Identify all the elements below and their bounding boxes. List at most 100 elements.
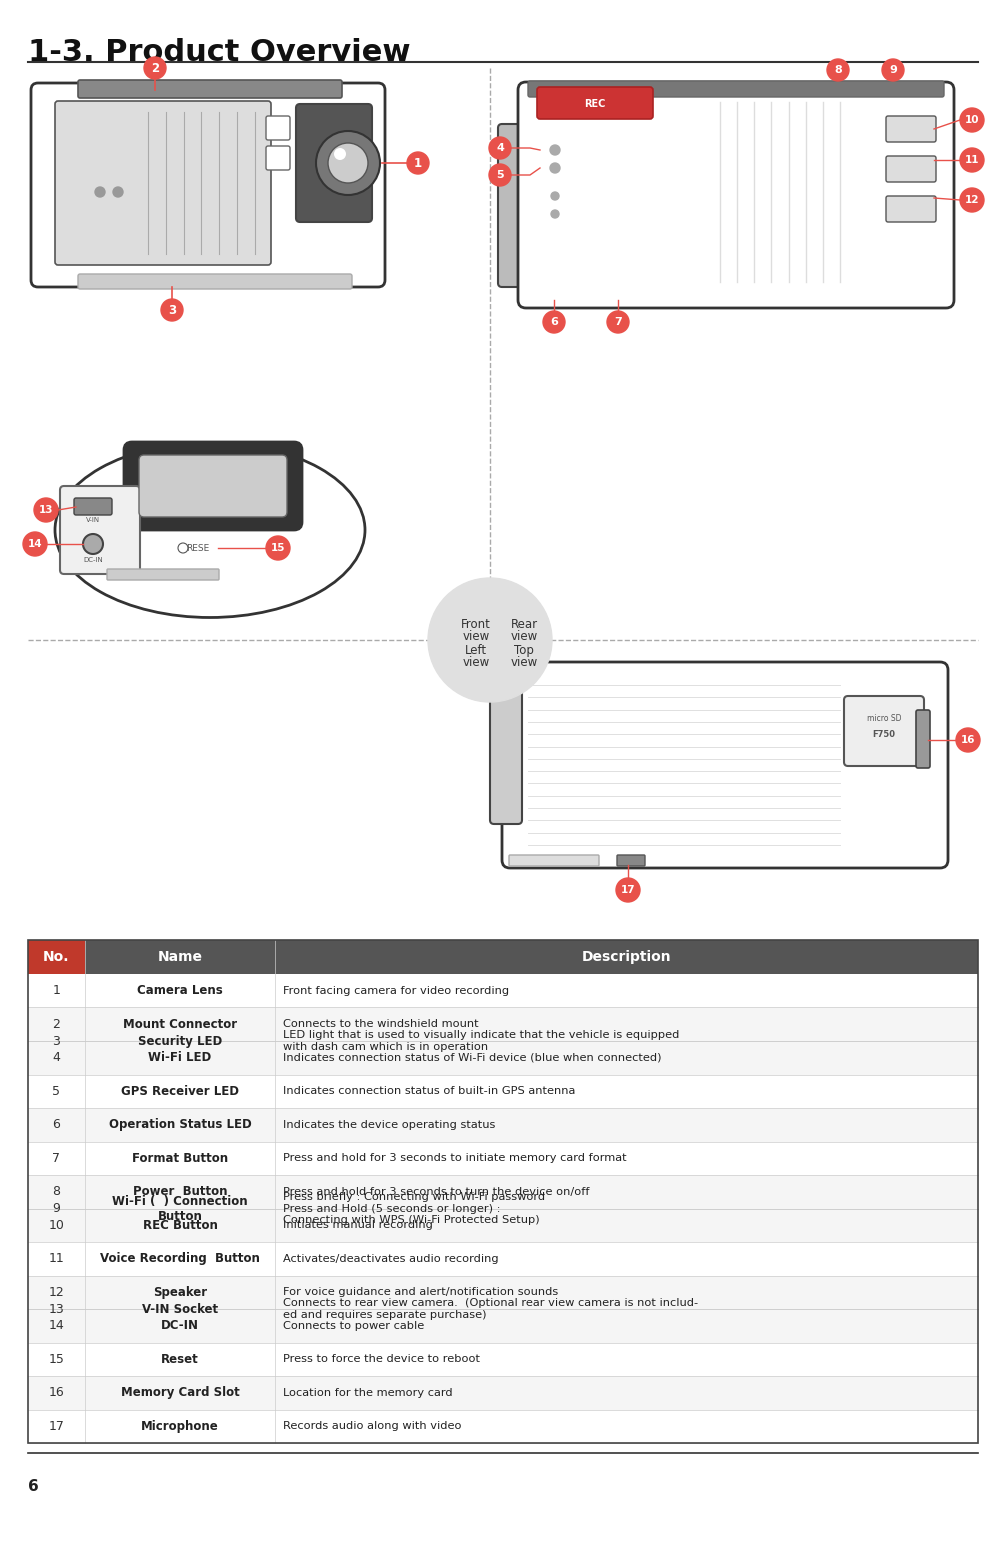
Circle shape [334, 148, 346, 160]
Text: 5: 5 [495, 170, 504, 181]
Text: 16: 16 [48, 1387, 64, 1399]
FancyBboxPatch shape [28, 1410, 977, 1443]
Text: view: view [462, 629, 489, 642]
Circle shape [95, 187, 105, 196]
FancyBboxPatch shape [528, 81, 943, 97]
Text: 1: 1 [413, 156, 421, 170]
Text: LED light that is used to visually indicate that the vehicle is equipped
with da: LED light that is used to visually indic… [283, 1030, 679, 1052]
Circle shape [143, 58, 165, 79]
FancyBboxPatch shape [124, 442, 302, 530]
FancyBboxPatch shape [509, 855, 599, 866]
Circle shape [427, 578, 552, 703]
Circle shape [959, 148, 983, 171]
FancyBboxPatch shape [915, 710, 929, 768]
Text: 7: 7 [614, 316, 621, 327]
Text: Camera Lens: Camera Lens [137, 985, 223, 997]
Text: 17: 17 [48, 1419, 64, 1433]
Text: 6: 6 [28, 1479, 39, 1494]
Text: Initiates manual recording: Initiates manual recording [283, 1220, 432, 1231]
Text: Press to force the device to reboot: Press to force the device to reboot [283, 1354, 479, 1365]
FancyBboxPatch shape [489, 686, 522, 824]
Text: 15: 15 [271, 544, 285, 553]
Text: Security LED: Security LED [137, 1035, 222, 1047]
FancyBboxPatch shape [497, 125, 534, 287]
Text: Wi-Fi (  ) Connection
Button: Wi-Fi ( ) Connection Button [112, 1195, 248, 1223]
Circle shape [551, 192, 559, 199]
Text: DC-IN: DC-IN [160, 1320, 199, 1332]
Text: Indicates connection status of Wi-Fi device (blue when connected): Indicates connection status of Wi-Fi dev… [283, 1053, 661, 1063]
FancyBboxPatch shape [844, 696, 923, 767]
FancyBboxPatch shape [28, 1242, 977, 1276]
Text: 12: 12 [48, 1285, 64, 1299]
FancyBboxPatch shape [74, 499, 112, 516]
Text: 14: 14 [28, 539, 42, 548]
Text: Power  Button: Power Button [132, 1186, 227, 1198]
FancyBboxPatch shape [28, 1142, 977, 1175]
FancyBboxPatch shape [28, 1041, 977, 1075]
Text: GPS Receiver LED: GPS Receiver LED [121, 1084, 239, 1098]
Text: Reset: Reset [160, 1352, 199, 1366]
Text: 4: 4 [495, 143, 504, 153]
Text: 5: 5 [52, 1084, 60, 1098]
Text: 3: 3 [168, 304, 176, 316]
FancyBboxPatch shape [31, 83, 384, 287]
Text: 1: 1 [52, 985, 60, 997]
Text: For voice guidance and alert/notification sounds: For voice guidance and alert/notificatio… [283, 1287, 558, 1298]
Circle shape [543, 312, 565, 333]
Circle shape [266, 536, 290, 559]
FancyBboxPatch shape [28, 1376, 977, 1410]
Text: view: view [462, 656, 489, 668]
Circle shape [955, 728, 979, 753]
Text: 10: 10 [48, 1218, 64, 1232]
Text: Front: Front [460, 617, 490, 631]
Circle shape [83, 534, 103, 555]
Text: Connects to rear view camera.  (Optional rear view camera is not includ-
ed and : Connects to rear view camera. (Optional … [283, 1298, 697, 1320]
Text: 16: 16 [960, 735, 974, 745]
Text: No.: No. [43, 950, 69, 964]
Text: Connects to power cable: Connects to power cable [283, 1321, 424, 1331]
FancyBboxPatch shape [107, 569, 219, 580]
Text: Top: Top [514, 643, 534, 656]
Circle shape [826, 59, 849, 81]
FancyBboxPatch shape [502, 662, 947, 868]
Text: 2: 2 [52, 1017, 60, 1031]
Circle shape [550, 145, 560, 154]
Circle shape [881, 59, 903, 81]
Text: 2: 2 [150, 61, 158, 75]
Text: Speaker: Speaker [152, 1285, 207, 1299]
Text: Microphone: Microphone [141, 1419, 219, 1433]
Circle shape [488, 137, 511, 159]
FancyBboxPatch shape [28, 1309, 977, 1343]
Circle shape [406, 153, 428, 174]
Text: view: view [510, 656, 537, 668]
Circle shape [160, 299, 183, 321]
Circle shape [34, 499, 58, 522]
FancyBboxPatch shape [28, 1075, 977, 1108]
FancyBboxPatch shape [518, 83, 953, 308]
FancyBboxPatch shape [28, 1209, 977, 1242]
Text: Voice Recording  Button: Voice Recording Button [100, 1253, 260, 1265]
Circle shape [488, 164, 511, 185]
Text: Operation Status LED: Operation Status LED [108, 1119, 251, 1131]
Circle shape [959, 189, 983, 212]
Text: Press and hold for 3 seconds to turn the device on/off: Press and hold for 3 seconds to turn the… [283, 1187, 589, 1197]
Text: F750: F750 [872, 729, 895, 738]
Text: 8: 8 [833, 65, 842, 75]
Text: Activates/deactivates audio recording: Activates/deactivates audio recording [283, 1254, 498, 1264]
FancyBboxPatch shape [296, 104, 372, 221]
Text: Mount Connector: Mount Connector [122, 1017, 237, 1031]
Text: Press briefly : Connecting with Wi-Fi password
Press and Hold (5 seconds or long: Press briefly : Connecting with Wi-Fi pa… [283, 1192, 545, 1225]
Text: 7: 7 [52, 1151, 60, 1165]
Text: Memory Card Slot: Memory Card Slot [120, 1387, 239, 1399]
FancyBboxPatch shape [78, 274, 352, 288]
Text: 9: 9 [52, 1203, 60, 1215]
FancyBboxPatch shape [537, 87, 652, 118]
Circle shape [23, 531, 47, 556]
Text: Indicates connection status of built-in GPS antenna: Indicates connection status of built-in … [283, 1086, 575, 1097]
Text: 6: 6 [550, 316, 558, 327]
Text: DC-IN: DC-IN [83, 558, 102, 562]
FancyBboxPatch shape [885, 156, 935, 182]
Text: 15: 15 [48, 1352, 64, 1366]
Circle shape [550, 164, 560, 173]
Text: 13: 13 [48, 1302, 64, 1315]
